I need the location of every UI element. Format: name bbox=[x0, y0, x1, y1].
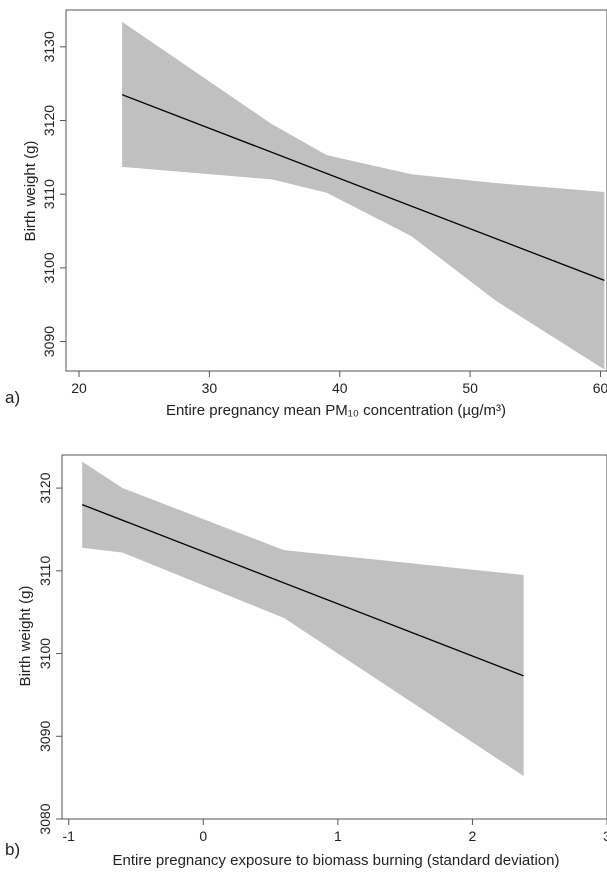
panel-b-x-tick-label: 0 bbox=[199, 828, 207, 844]
panel-a-y-tick-label: 3130 bbox=[41, 31, 57, 62]
panel-a-x-ticks: 20 30 40 50 60 bbox=[71, 371, 607, 396]
panel-a: 20 30 40 50 60 3090 3100 3110 3120 3130 Birth we… bbox=[5, 9, 607, 419]
panel-b-y-tick-label: 3110 bbox=[37, 556, 53, 586]
panel-b-label: b) bbox=[5, 840, 20, 859]
panel-b-x-tick-label: 3 bbox=[603, 828, 607, 844]
panel-a-plot-frame bbox=[65, 9, 607, 372]
panel-a-x-tick-label: 50 bbox=[462, 380, 478, 396]
panel-b-y-ticks: 3080 3090 3100 3110 3120 bbox=[37, 472, 62, 835]
panel-b-y-tick-label: 3090 bbox=[37, 720, 53, 751]
panel-a-band-layer bbox=[122, 21, 605, 370]
panel-a-x-tick-label: 40 bbox=[332, 380, 348, 396]
panel-a-y-ticks: 3090 3100 3110 3120 3130 bbox=[41, 31, 66, 357]
panel-b-y-axis-title: Birth weight (g) bbox=[17, 586, 34, 687]
panel-b-confidence-band bbox=[82, 461, 524, 776]
panel-b-line-layer bbox=[81, 503, 524, 677]
panel-a-confidence-band bbox=[122, 21, 605, 370]
panel-b-y-tick-label: 3100 bbox=[37, 638, 53, 669]
panel-a-y-tick-label: 3100 bbox=[41, 252, 57, 283]
panel-b-x-ticks: -1 0 1 2 3 bbox=[63, 819, 607, 844]
panel-a-y-tick-label: 3110 bbox=[41, 179, 57, 209]
panel-a-x-tick-label: 20 bbox=[71, 380, 87, 396]
panel-a-y-tick-label: 3120 bbox=[41, 105, 57, 136]
panel-a-y-axis-title: Birth weight (g) bbox=[22, 141, 39, 242]
panel-a-x-tick-label: 60 bbox=[593, 380, 607, 396]
panel-b: -1 0 1 2 3 3080 3090 3100 3110 3120 Birth weight… bbox=[5, 454, 607, 869]
panel-a-x-tick-label: 30 bbox=[202, 380, 218, 396]
panel-b-x-axis-title: Entire pregnancy exposure to biomass bur… bbox=[113, 852, 560, 869]
panel-a-x-axis-title: Entire pregnancy mean PM₁₀ concentration… bbox=[166, 402, 506, 419]
panel-b-band-layer bbox=[82, 461, 524, 776]
panel-a-line-layer bbox=[121, 94, 605, 282]
panel-a-fit-line bbox=[121, 94, 605, 282]
panel-a-y-tick-label: 3090 bbox=[41, 326, 57, 357]
panel-b-x-tick-label: -1 bbox=[63, 828, 76, 844]
panel-b-x-tick-label: 2 bbox=[469, 828, 477, 844]
panel-b-y-tick-label: 3080 bbox=[37, 803, 53, 834]
panel-a-label: a) bbox=[5, 388, 20, 407]
panel-b-x-tick-label: 1 bbox=[334, 828, 342, 844]
panel-b-y-tick-label: 3120 bbox=[37, 472, 53, 503]
panel-b-plot-frame bbox=[61, 454, 607, 820]
panel-b-fit-line bbox=[81, 503, 524, 677]
